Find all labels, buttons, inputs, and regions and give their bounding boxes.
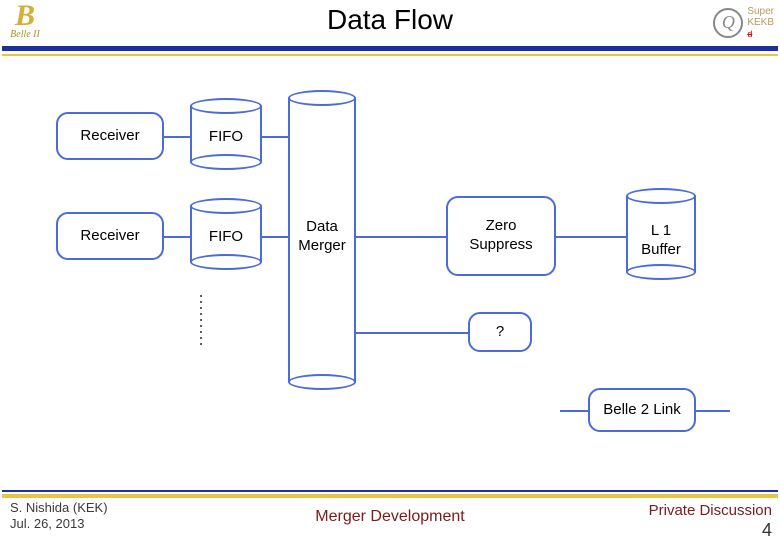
node-l1-buffer-label: L 1 Buffer	[626, 222, 696, 260]
rule-bottom-thin	[2, 490, 778, 492]
conn-fifo1-merger	[262, 136, 288, 138]
node-l1-buffer: L 1 Buffer	[626, 188, 696, 280]
rule-bottom-thick	[2, 494, 778, 498]
node-data-merger: Data Merger	[288, 90, 356, 390]
node-receiver-1-label: Receiver	[80, 127, 139, 146]
rule-top-thick	[2, 46, 778, 51]
conn-recv2-fifo2	[164, 236, 190, 238]
logo-superkekb-symbol: Q	[713, 8, 743, 38]
logo-superkekb: Q Super KEKB d	[713, 6, 774, 40]
conn-merger-question	[356, 332, 468, 334]
node-fifo-1-label: FIFO	[190, 128, 262, 147]
conn-b2link-right	[696, 410, 730, 412]
node-fifo-1: FIFO	[190, 98, 262, 170]
conn-recv1-fifo1	[164, 136, 190, 138]
conn-b2link-left	[560, 410, 588, 412]
footer-page-number: 4	[649, 520, 772, 542]
logo-superkekb-label: Super KEKB	[747, 6, 774, 28]
flow-diagram: Receiver Receiver FIFO FIFO Data Merger …	[0, 60, 780, 480]
node-belle2link-label: Belle 2 Link	[603, 401, 681, 420]
conn-merger-zero	[356, 236, 446, 238]
node-fifo-2: FIFO	[190, 198, 262, 270]
footer-right: Private Discussion 4	[649, 502, 772, 542]
node-zero-suppress-label: Zero Suppress	[469, 217, 532, 255]
conn-fifo2-merger	[262, 236, 288, 238]
node-receiver-2-label: Receiver	[80, 227, 139, 246]
logo-superkekb-strike: d	[747, 30, 774, 40]
node-fifo-2-label: FIFO	[190, 228, 262, 247]
page-title: Data Flow	[0, 4, 780, 36]
footer-right-text: Private Discussion	[649, 502, 772, 520]
node-receiver-2: Receiver	[56, 212, 164, 260]
node-receiver-1: Receiver	[56, 112, 164, 160]
node-belle2link: Belle 2 Link	[588, 388, 696, 432]
node-data-merger-label: Data Merger	[288, 218, 356, 256]
vertical-ellipsis: ·········	[198, 292, 204, 346]
node-question: ?	[468, 312, 532, 352]
logo-superkekb-text: Super KEKB d	[747, 6, 774, 40]
conn-zero-l1	[556, 236, 626, 238]
node-question-label: ?	[496, 323, 504, 342]
node-zero-suppress: Zero Suppress	[446, 196, 556, 276]
rule-top-thin	[2, 54, 778, 56]
